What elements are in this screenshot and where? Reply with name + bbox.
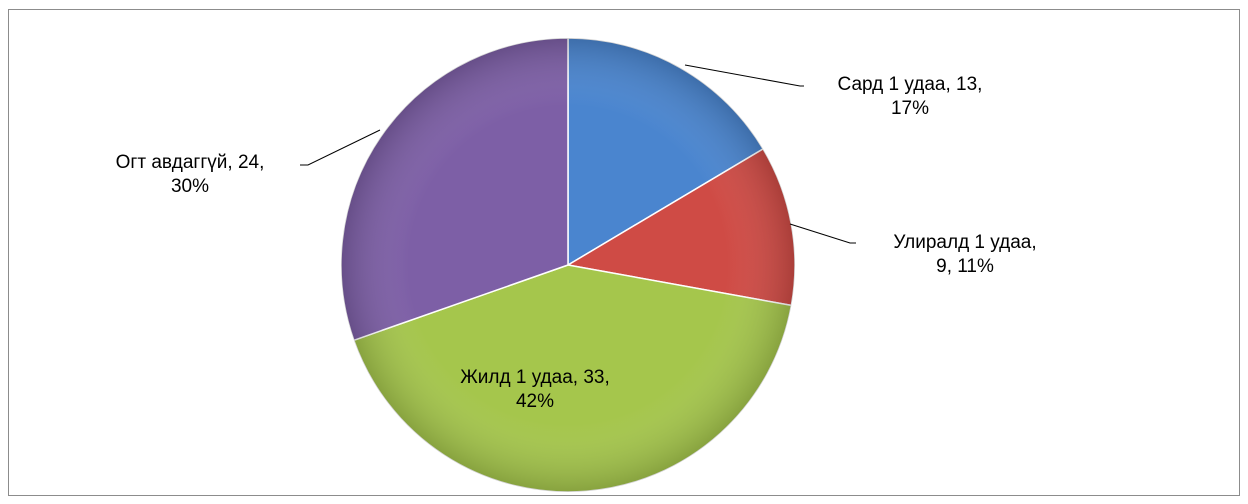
data-label: Улиралд 1 удаа, <box>893 232 1036 253</box>
data-label: 9, 11% <box>936 256 994 277</box>
data-label: Жилд 1 удаа, 33, <box>460 367 610 388</box>
leader-line <box>300 129 381 166</box>
leader-line <box>789 223 856 244</box>
data-label: Сард 1 удаа, 13, <box>838 74 983 95</box>
data-label: 17% <box>891 98 929 119</box>
data-label: 30% <box>171 176 209 197</box>
data-label: 42% <box>516 391 554 412</box>
data-label: Огт авдаггүй, 24, <box>116 152 265 173</box>
leader-line <box>684 64 804 87</box>
